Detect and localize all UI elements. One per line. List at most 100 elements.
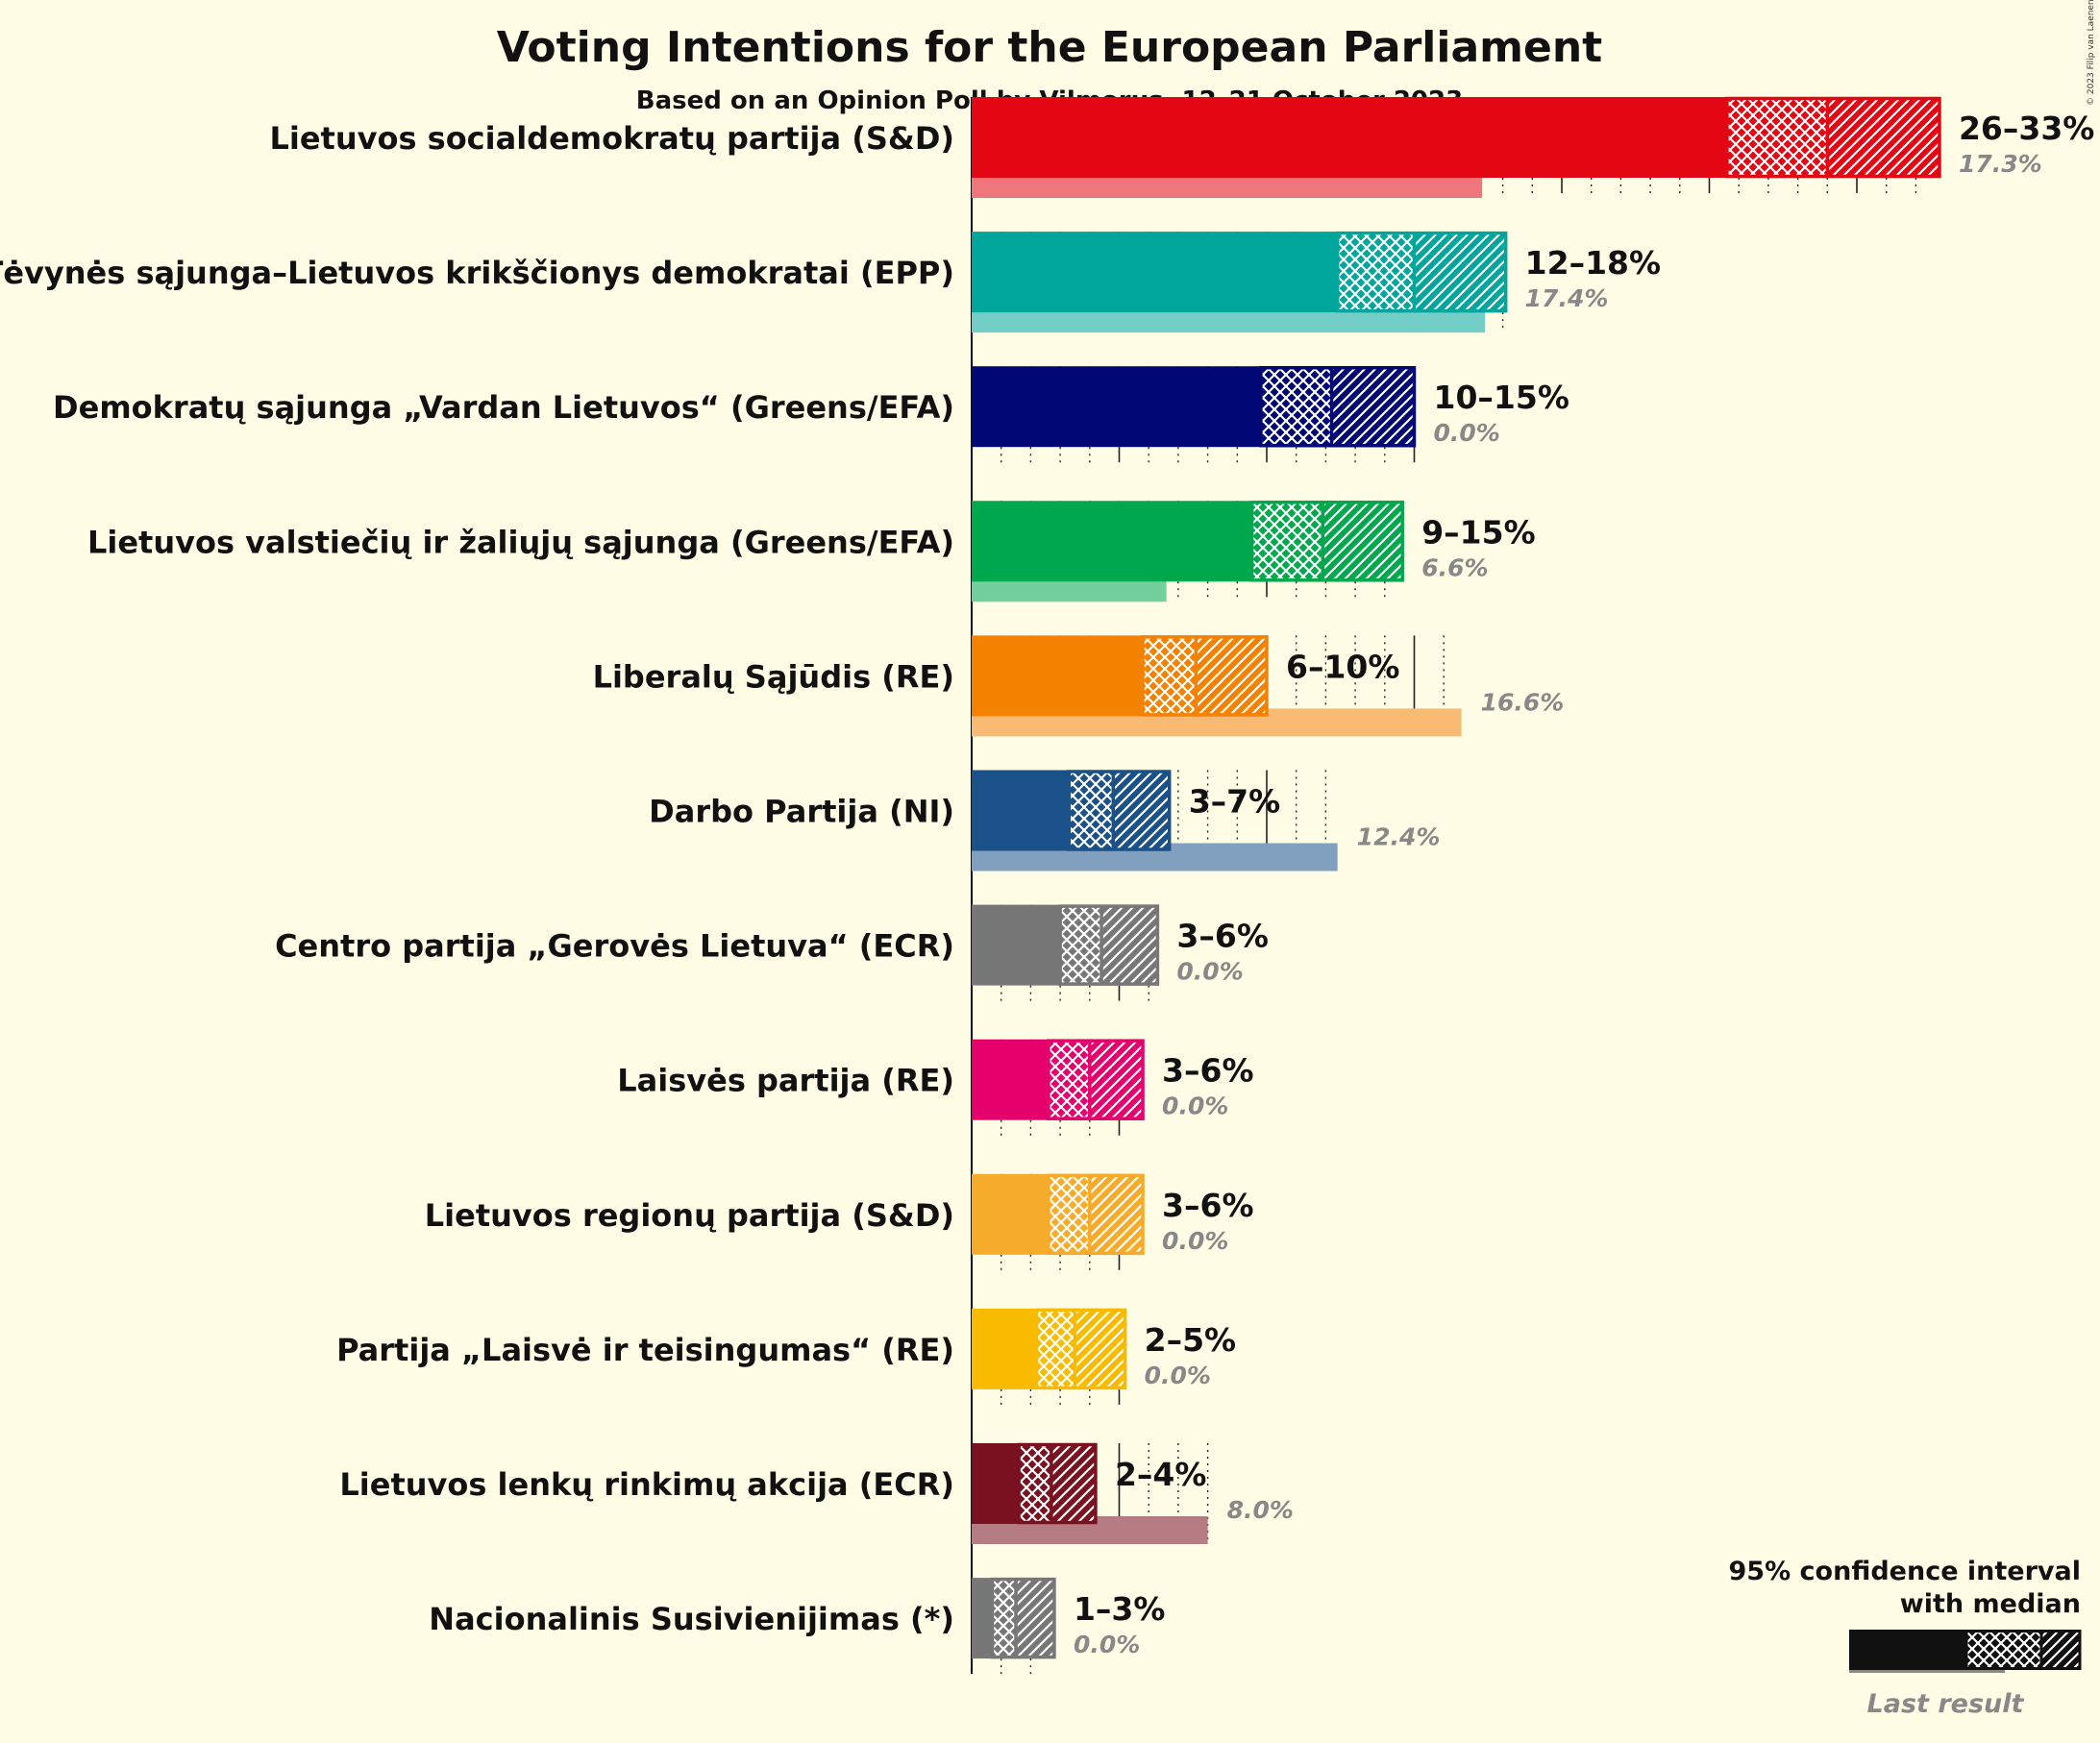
ci-lower-hatch	[1337, 232, 1415, 313]
ci-outline	[1259, 365, 1417, 448]
ci-solid-bar	[972, 97, 1727, 178]
party-label: Liberalų Sąjūdis (RE)	[593, 658, 954, 695]
gridlines	[971, 97, 1917, 1675]
last-result-label: 6.6%	[1421, 553, 1488, 581]
legend-title-line1: 95% confidence interval	[1729, 1557, 2081, 1586]
ci-upper-hatch	[1089, 1173, 1144, 1255]
ci-outline	[1058, 904, 1160, 986]
ci-upper-hatch	[1322, 501, 1403, 582]
party-label: Nacionalinis Susivienijimas (*)	[429, 1601, 954, 1637]
party-label: Lietuvos valstiečių ir žaliųjų sąjunga (…	[87, 524, 954, 560]
legend-outline	[1964, 1630, 2082, 1670]
last-result-label: 0.0%	[1162, 1227, 1228, 1255]
ci-lower-hatch	[1251, 501, 1323, 582]
last-result-label: 0.0%	[1145, 1362, 1211, 1389]
range-label: 26–33%	[1959, 110, 2094, 147]
party-label: Partija „Laisvė ir teisingumas“ (RE)	[336, 1332, 954, 1368]
ci-upper-hatch	[1827, 97, 1939, 178]
party-label: Laisvės partija (RE)	[617, 1063, 954, 1099]
last-result-label: 0.0%	[1176, 958, 1243, 986]
ci-outline	[1141, 635, 1269, 717]
chart-title: Voting Intentions for the European Parli…	[497, 23, 1602, 72]
range-label: 3–6%	[1162, 1187, 1254, 1224]
ci-solid-bar	[972, 1308, 1037, 1389]
ci-outline	[1047, 1173, 1145, 1256]
ci-outline	[1034, 1308, 1127, 1390]
party-row: Tėvynės sąjunga–Lietuvos krikščionys dem…	[0, 231, 1661, 333]
ci-lower-hatch	[1048, 1039, 1090, 1120]
ci-lower-hatch	[1036, 1308, 1075, 1389]
ci-upper-hatch	[1101, 904, 1158, 986]
ci-solid-bar	[972, 232, 1338, 313]
legend-crosshatch-swatch	[1966, 1630, 2041, 1670]
party-label: Lietuvos socialdemokratų partija (S&D)	[269, 120, 954, 157]
party-label: Tėvynės sąjunga–Lietuvos krikščionys dem…	[0, 255, 954, 291]
party-row: Liberalų Sąjūdis (RE) 6–10% 16.6%	[593, 635, 1564, 737]
ci-solid-bar	[972, 1578, 993, 1659]
range-label: 3–6%	[1176, 918, 1269, 955]
ci-outline	[1067, 770, 1172, 851]
ci-lower-hatch	[1143, 635, 1197, 717]
legend-last-label: Last result	[1867, 1689, 2025, 1719]
ci-outline	[1335, 231, 1508, 313]
party-label: Darbo Partija (NI)	[649, 794, 954, 830]
legend-title-line2: with median	[1900, 1589, 2081, 1619]
party-row: Demokratų sąjunga „Vardan Lietuvos“ (Gre…	[53, 365, 1569, 448]
last-result-label: 17.4%	[1525, 284, 1609, 312]
party-label: Demokratų sąjunga „Vardan Lietuvos“ (Gre…	[53, 389, 954, 426]
ci-upper-hatch	[1050, 1443, 1096, 1524]
ci-solid-bar	[972, 1173, 1049, 1255]
ci-lower-hatch	[1060, 904, 1102, 986]
last-result-label: 8.0%	[1227, 1496, 1294, 1524]
ci-outline	[1017, 1442, 1098, 1525]
ci-lower-hatch	[1726, 97, 1828, 178]
ci-outline	[1249, 501, 1404, 582]
ci-upper-hatch	[1016, 1578, 1054, 1659]
ci-upper-hatch	[1414, 232, 1506, 313]
range-label: 2–4%	[1115, 1456, 1207, 1493]
last-result-label: 0.0%	[1434, 419, 1500, 447]
legend-diag-swatch	[2041, 1630, 2080, 1670]
ci-solid-bar	[972, 770, 1070, 851]
party-row: Laisvės partija (RE) 3–6%0.0%	[617, 1039, 1254, 1120]
ci-solid-bar	[972, 501, 1252, 582]
ci-upper-hatch	[1075, 1308, 1125, 1389]
party-label: Lietuvos regionų partija (S&D)	[425, 1197, 954, 1234]
party-row: Centro partija „Gerovės Lietuva“ (ECR) 3–…	[275, 904, 1269, 986]
ci-solid-bar	[972, 1443, 1020, 1524]
range-label: 3–7%	[1189, 783, 1281, 821]
party-row: Darbo Partija (NI) 3–7% 12.4%	[649, 770, 1441, 872]
ci-upper-hatch	[1113, 770, 1170, 851]
range-label: 1–3%	[1074, 1590, 1166, 1628]
ci-solid-bar	[972, 1039, 1049, 1120]
legend-solid-swatch	[1849, 1630, 1966, 1670]
ci-outline	[1047, 1039, 1145, 1120]
party-row: Lietuvos valstiečių ir žaliųjų sąjunga (…	[87, 501, 1536, 602]
copyright-note: © 2023 Filip van Laenen	[2087, 0, 2096, 106]
ci-lower-hatch	[1048, 1173, 1090, 1255]
last-result-label: 17.3%	[1959, 150, 2042, 178]
party-label: Centro partija „Gerovės Lietuva“ (ECR)	[275, 928, 954, 965]
range-label: 12–18%	[1525, 244, 1661, 282]
ci-upper-hatch	[1331, 366, 1415, 448]
party-row: Nacionalinis Susivienijimas (*) 1–3% 0.0%	[429, 1577, 1166, 1659]
ci-lower-hatch	[1019, 1443, 1051, 1524]
ci-upper-hatch	[1196, 635, 1267, 717]
ci-lower-hatch	[992, 1578, 1017, 1659]
ci-solid-bar	[972, 635, 1144, 717]
range-label: 10–15%	[1434, 379, 1569, 416]
ci-lower-hatch	[1069, 770, 1114, 851]
party-row: Lietuvos socialdemokratų partija (S&D) 26…	[269, 96, 2094, 198]
last-result-label: 0.0%	[1074, 1631, 1140, 1658]
ci-upper-hatch	[1089, 1039, 1144, 1120]
party-row: Lietuvos regionų partija (S&D) 3–6% 0.0%	[425, 1173, 1254, 1256]
ci-solid-bar	[972, 904, 1061, 986]
last-result-label: 12.4%	[1357, 823, 1441, 851]
bars-layer: Lietuvos socialdemokratų partija (S&D) 26…	[0, 96, 2094, 1659]
party-label: Lietuvos lenkų rinkimų akcija (ECR)	[339, 1466, 954, 1503]
party-row: Lietuvos lenkų rinkimų akcija (ECR) 2–4% 8…	[339, 1442, 1294, 1544]
ci-outline	[990, 1577, 1056, 1659]
ci-outline	[1725, 96, 1941, 179]
party-row: Partija „Laisvė ir teisingumas“ (RE) 2–5%…	[336, 1308, 1236, 1390]
